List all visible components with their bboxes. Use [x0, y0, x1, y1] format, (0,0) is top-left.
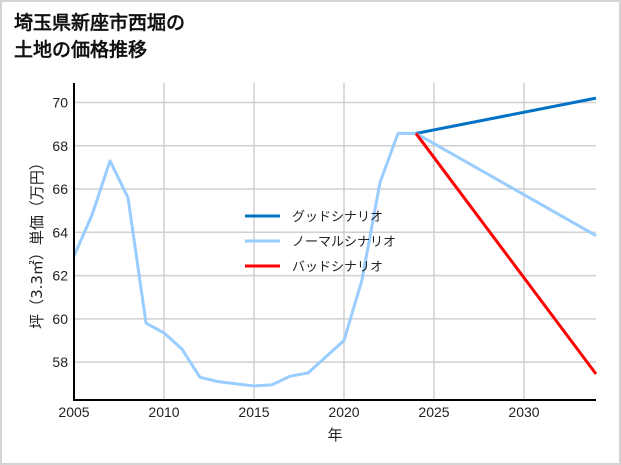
y-tick-label: 68 [52, 138, 68, 154]
x-tick-label: 2005 [58, 404, 89, 420]
x-tick-label: 2025 [418, 404, 449, 420]
x-tick-label: 2020 [328, 404, 359, 420]
y-tick-label: 58 [52, 354, 68, 370]
x-axis-label: 年 [327, 426, 342, 444]
y-tick-label: 62 [52, 268, 68, 284]
y-tick-label: 70 [52, 94, 68, 110]
x-tick-label: 2030 [508, 404, 539, 420]
series-line-2 [414, 132, 598, 375]
y-axis-label: 坪（3.3㎡）単価（万円） [28, 155, 46, 329]
title-line-2: 土地の価格推移 [14, 39, 148, 61]
y-tick-label: 64 [52, 224, 68, 240]
y-tick-label: 66 [52, 181, 68, 197]
x-tick-label: 2015 [238, 404, 269, 420]
chart-title: 埼玉県新座市西堀の 土地の価格推移 [14, 10, 185, 64]
series-line-0 [415, 96, 597, 135]
series-line-1 [415, 132, 597, 237]
title-line-1: 埼玉県新座市西堀の [14, 12, 186, 34]
x-tick-label: 2010 [148, 404, 179, 420]
legend-label: バッドシナリオ [292, 260, 383, 275]
legend-label: グッドシナリオ [292, 210, 383, 225]
legend-label: ノーマルシナリオ [292, 235, 396, 250]
history-line [72, 131, 416, 388]
y-tick-label: 60 [52, 311, 68, 327]
